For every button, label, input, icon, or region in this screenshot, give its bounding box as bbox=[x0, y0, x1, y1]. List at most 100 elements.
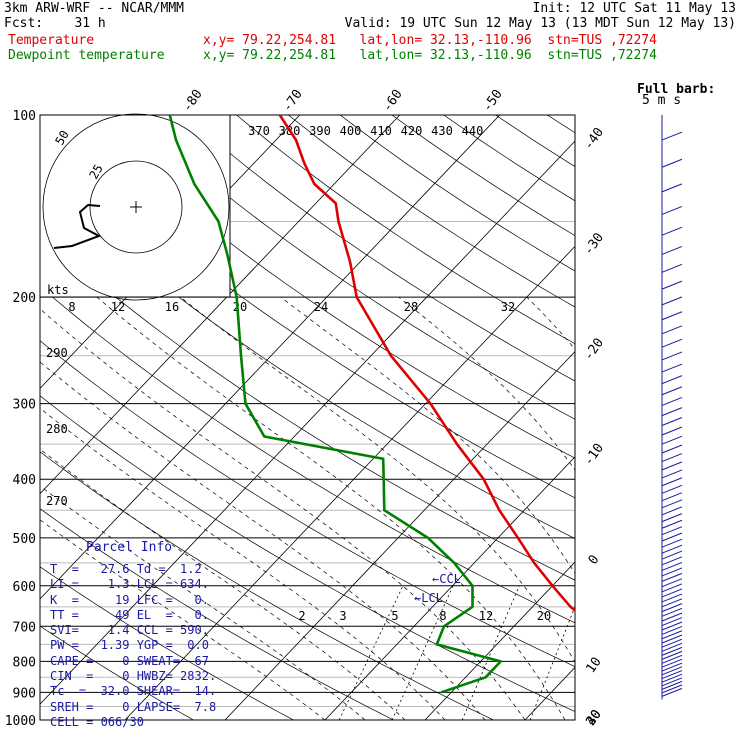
isotherm-line bbox=[324, 456, 575, 720]
parcel-row: T = 27.6 Td = 1.2 bbox=[50, 562, 202, 576]
wind-barb bbox=[661, 492, 683, 502]
wind-barb bbox=[661, 519, 683, 529]
pressure-tick-label: 1000 bbox=[5, 714, 36, 729]
wind-barb bbox=[661, 396, 683, 406]
isotherm-line bbox=[224, 350, 575, 720]
parcel-row: SREH = 0 LAPSE= 7.8 bbox=[50, 699, 217, 714]
wind-barb bbox=[661, 506, 683, 516]
wind-barb bbox=[661, 444, 683, 454]
isotherm-line bbox=[424, 561, 575, 720]
wind-barb bbox=[661, 426, 683, 436]
dry-adiabat bbox=[339, 115, 575, 272]
dewpoint-location: x,y= 79.22,254.81 lat,lon= 32.13,-110.96… bbox=[203, 48, 657, 63]
dry-adiabat bbox=[40, 566, 294, 720]
hodograph-frame bbox=[39, 114, 231, 298]
wind-barb bbox=[661, 612, 683, 622]
isotherm-label: -10 bbox=[581, 441, 607, 469]
pressure-tick-label: 700 bbox=[13, 620, 36, 635]
moist-adiabat bbox=[40, 407, 446, 720]
moist-adiabat bbox=[526, 296, 575, 350]
parcel-row: CIN = 0 HWBZ= 2832. bbox=[50, 669, 217, 684]
pressure-tick-label: 800 bbox=[13, 655, 36, 670]
moist-adiabat bbox=[40, 448, 406, 720]
wind-barb bbox=[661, 280, 683, 290]
pressure-tick-label: 200 bbox=[13, 291, 36, 306]
moist-adiabat bbox=[398, 296, 575, 471]
mixing-ratio-line bbox=[338, 585, 404, 720]
wind-barb bbox=[661, 625, 683, 635]
wind-barb bbox=[661, 351, 683, 361]
parcel-row: TT = 49 EL = 0. bbox=[50, 607, 209, 622]
wind-barb bbox=[661, 544, 683, 554]
wind-barb bbox=[661, 654, 683, 664]
chart-frame bbox=[39, 114, 576, 721]
isotherm-label: 20 bbox=[583, 707, 604, 728]
wind-barb bbox=[661, 634, 683, 644]
dry-adiabat bbox=[80, 115, 575, 459]
parcel-row: Tc = 32.0 SHEAR= 14. bbox=[50, 684, 217, 699]
wind-barb bbox=[661, 578, 683, 588]
legend-dewpoint: Dewpoint temperature bbox=[8, 48, 165, 63]
wind-barb bbox=[661, 375, 683, 385]
hodograph-circle-label: 25 bbox=[86, 162, 105, 182]
wind-barb bbox=[661, 477, 683, 487]
wind-barb bbox=[661, 205, 683, 215]
wind-barb bbox=[661, 325, 683, 335]
isotherm-label: -50 bbox=[480, 87, 506, 115]
forecast-hour: Fcst: 31 h bbox=[4, 16, 106, 31]
wind-barb bbox=[661, 158, 683, 168]
pressure-tick-label: 900 bbox=[13, 686, 36, 701]
theta-label: 440 bbox=[462, 124, 484, 138]
theta-label: 420 bbox=[401, 124, 423, 138]
wind-barb bbox=[661, 532, 683, 542]
theta-label: 370 bbox=[248, 124, 270, 138]
hodograph-ring-label: 20 bbox=[233, 300, 247, 314]
wind-barb bbox=[661, 538, 683, 548]
legend-temperature: Temperature bbox=[8, 33, 95, 48]
dry-adiabat bbox=[495, 115, 575, 167]
isotherm-label: 40 bbox=[583, 707, 604, 728]
wind-barb bbox=[661, 526, 683, 536]
mixing-ratio-label: 3 bbox=[339, 609, 346, 623]
wind-barb bbox=[661, 561, 683, 571]
wind-barb bbox=[661, 684, 683, 694]
wind-barb bbox=[661, 583, 683, 593]
dry-adiabat bbox=[599, 115, 740, 720]
init-time: Init: 12 UTC Sat 11 May 13 bbox=[532, 1, 737, 16]
theta-label: 390 bbox=[309, 124, 331, 138]
isotherm-label: 10 bbox=[583, 655, 604, 676]
theta-label: 410 bbox=[370, 124, 392, 138]
moist-adiabat bbox=[40, 519, 326, 720]
hodograph-ring-label: 24 bbox=[314, 300, 328, 314]
wind-barb bbox=[661, 650, 683, 660]
dry-adiabat bbox=[40, 178, 575, 539]
wind-barb bbox=[661, 338, 683, 348]
wind-barb bbox=[661, 363, 683, 373]
wind-barb bbox=[661, 572, 683, 582]
mixing-ratio-line bbox=[591, 586, 641, 720]
wind-key-title: Full barb: bbox=[637, 82, 715, 97]
lcl-label: ←LCL bbox=[414, 591, 443, 605]
pressure-tick-label: 100 bbox=[13, 109, 36, 124]
mixing-ratio-label: 5 bbox=[391, 609, 398, 623]
hodograph-ring-label: 28 bbox=[404, 300, 418, 314]
isotherm-label: -60 bbox=[380, 87, 406, 115]
dry-adiabat bbox=[547, 115, 575, 134]
moist-adiabat bbox=[40, 308, 526, 720]
moist-adiabat bbox=[96, 296, 566, 720]
isotherm-label: -40 bbox=[581, 125, 607, 153]
hodograph-ring-outer bbox=[42, 113, 230, 301]
pressure-tick-label: 400 bbox=[13, 473, 36, 488]
moist-adiabat bbox=[40, 361, 486, 720]
wind-barb bbox=[661, 638, 683, 648]
wind-barb bbox=[661, 593, 683, 603]
wind-barb bbox=[661, 670, 683, 679]
dewpoint-profile bbox=[168, 115, 503, 694]
wind-barb bbox=[661, 677, 683, 687]
wind-barb bbox=[661, 662, 683, 672]
mixing-ratio-line bbox=[529, 605, 575, 720]
mixing-ratio-label: 8 bbox=[439, 609, 446, 623]
hodograph-ring-label: 12 bbox=[111, 300, 125, 314]
wind-barb bbox=[661, 687, 683, 697]
